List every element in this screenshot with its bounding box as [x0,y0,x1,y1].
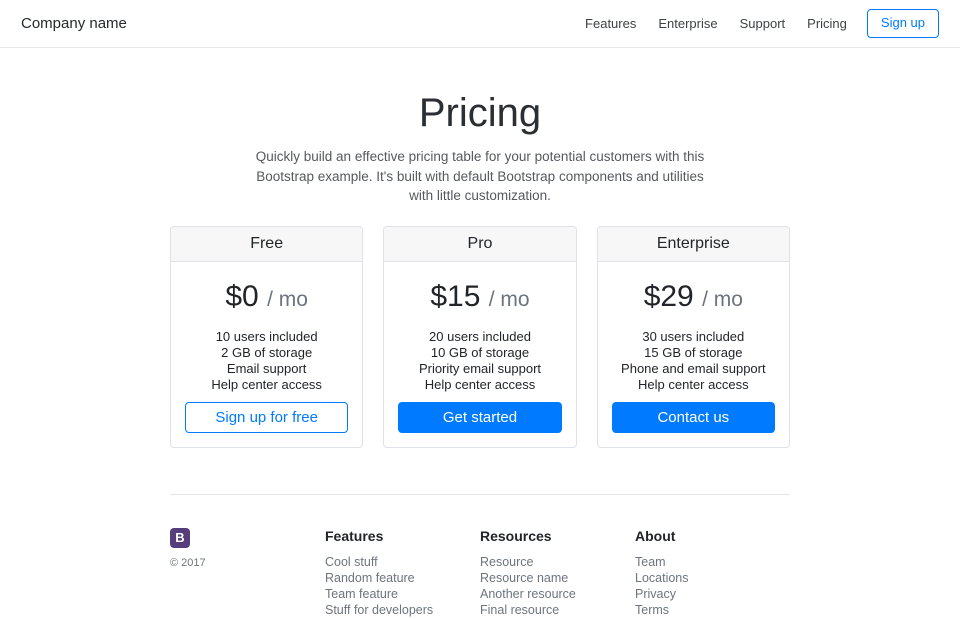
plan-feature: Priority email support [418,360,542,376]
footer-column-title: About [635,527,676,544]
plan-feature: Email support [226,360,307,376]
plan-name: Pro [384,226,576,262]
plan-feature: Help center access [638,376,749,392]
plan-price: $0 / mo [185,280,348,317]
nav-item-features[interactable]: Features [585,16,637,31]
pricing-card-pro: Pro $15 / mo 20 users included 10 GB of … [383,225,577,448]
enterprise-contact-button[interactable]: Contact us [611,401,775,433]
footer-link[interactable]: Terms [635,602,670,617]
copyright-text: © 2017 [170,556,206,569]
footer-link[interactable]: Cool stuff [325,554,378,569]
price-amount: $0 [225,279,259,313]
pro-get-started-button[interactable]: Get started [398,401,562,433]
plan-name: Free [171,226,363,262]
nav-item-enterprise[interactable]: Enterprise [658,16,718,31]
signup-button[interactable]: Sign up [866,9,939,38]
plan-feature: 2 GB of storage [221,344,313,360]
top-nav-bar: Company name Features Enterprise Support… [0,0,960,48]
footer-link[interactable]: Stuff for developers [325,602,434,617]
main-nav: Features Enterprise Support Pricing Sign… [574,9,939,38]
plan-body: $15 / mo 20 users included 10 GB of stor… [384,262,575,447]
nav-item-support[interactable]: Support [739,16,786,31]
footer-column-title: Features [325,527,384,544]
price-period: / mo [702,287,743,311]
footer-column-title: Resources [480,527,552,544]
footer-link[interactable]: Team [635,554,666,569]
plan-feature: 30 users included [642,328,745,344]
subtitle-line: with little customization. [409,188,551,203]
footer-column-about: About Team Locations Privacy Terms [635,528,790,619]
plan-feature: 10 GB of storage [430,344,530,360]
subtitle-line: Bootstrap example. It's built with defau… [256,168,704,184]
plan-feature: Phone and email support [621,360,766,376]
page-subtitle: Quickly build an effective pricing table… [0,147,960,206]
pricing-hero: Pricing Quickly build an effective prici… [0,48,960,206]
footer-link[interactable]: Resource [480,554,534,569]
plan-features: 30 users included 15 GB of storage Phone… [612,329,775,393]
plan-body: $0 / mo 10 users included 2 GB of storag… [171,262,362,447]
plan-feature: 15 GB of storage [644,344,743,360]
footer-link[interactable]: Final resource [480,602,560,617]
plan-feature: 20 users included [429,328,531,344]
plan-body: $29 / mo 30 users included 15 GB of stor… [598,262,789,447]
plan-name: Enterprise [597,226,789,262]
footer-link[interactable]: Random feature [325,570,415,585]
footer-column-resources: Resources Resource Resource name Another… [480,528,635,619]
price-period: / mo [488,287,530,311]
footer-link[interactable]: Locations [635,570,689,585]
pricing-card-enterprise: Enterprise $29 / mo 30 users included 15… [596,225,790,448]
bootstrap-logo-icon: B [170,527,190,548]
price-amount: $15 [430,279,481,313]
pricing-card-free: Free $0 / mo 10 users included 2 GB of s… [170,225,364,448]
pricing-cards: Free $0 / mo 10 users included 2 GB of s… [170,225,790,448]
brand-link[interactable]: Company name [21,15,127,32]
page-title: Pricing [418,91,542,135]
plan-features: 20 users included 10 GB of storage Prior… [398,329,561,393]
footer-column-features: Features Cool stuff Random feature Team … [325,528,480,619]
price-amount: $29 [643,279,694,313]
footer-link[interactable]: Team feature [325,586,398,601]
plan-price: $29 / mo [612,280,775,317]
price-period: / mo [267,287,308,311]
footer-link[interactable]: Privacy [635,586,676,601]
nav-item-pricing[interactable]: Pricing [807,16,847,31]
plan-feature: 10 users included [215,328,318,344]
free-signup-button[interactable]: Sign up for free [185,401,349,433]
footer-link[interactable]: Another resource [480,586,576,601]
plan-price: $15 / mo [398,280,561,317]
plan-feature: Help center access [424,376,536,392]
subtitle-line: Quickly build an effective pricing table… [255,149,705,164]
footer-brand-column: B © 2017 [170,527,325,619]
plan-features: 10 users included 2 GB of storage Email … [185,329,348,393]
plan-feature: Help center access [211,376,322,392]
footer-link[interactable]: Resource name [480,570,569,585]
footer-grid: B © 2017 Features Cool stuff Random feat… [170,527,790,619]
